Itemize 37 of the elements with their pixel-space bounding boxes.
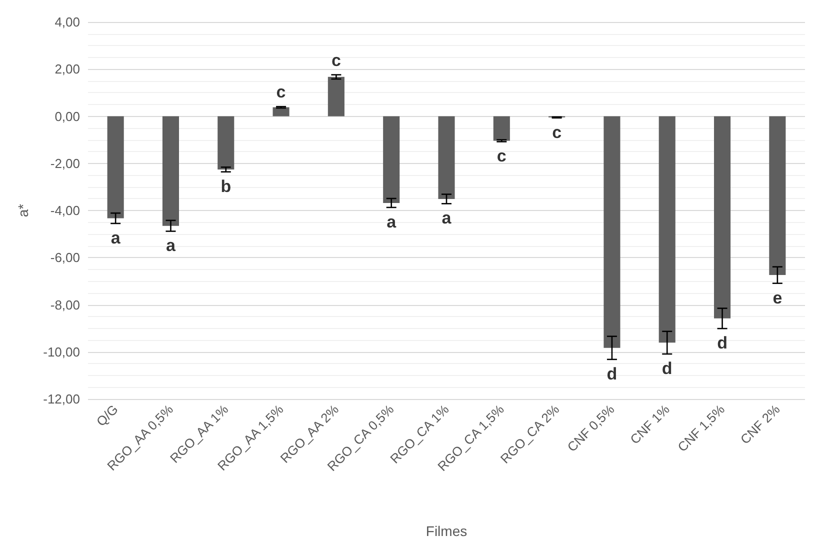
y-axis-title: a* <box>15 203 31 218</box>
annotation: e <box>772 288 782 308</box>
y-tick-label: -6,00 <box>50 250 80 266</box>
annotation: c <box>552 122 562 142</box>
y-tick-label: -10,00 <box>43 344 80 360</box>
annotation: d <box>717 334 728 353</box>
y-tick-label: -2,00 <box>50 156 80 171</box>
y-tick-label: -8,00 <box>50 297 80 312</box>
annotation: d <box>606 364 618 384</box>
bar <box>493 116 510 141</box>
x-axis-title: Filmes <box>426 523 468 539</box>
annotation: a <box>110 228 121 248</box>
annotation: c <box>331 50 341 70</box>
bar <box>383 116 400 203</box>
y-tick-label: 0,00 <box>54 108 80 124</box>
annotation: a <box>386 212 397 232</box>
annotation: d <box>662 358 672 378</box>
y-tick-label: 2,00 <box>54 62 80 77</box>
y-tick-label: -12,00 <box>43 392 80 406</box>
bar <box>604 116 620 348</box>
y-tick-label: -4,00 <box>50 203 80 218</box>
bar <box>328 76 344 116</box>
bar <box>107 116 124 218</box>
bar <box>218 116 234 170</box>
y-tick-label: 4,00 <box>54 14 80 30</box>
annotation: c <box>496 146 506 166</box>
annotation: a <box>166 236 176 256</box>
bar <box>658 116 676 343</box>
x-tick-label: Q/G <box>93 402 121 430</box>
annotation: b <box>220 176 232 196</box>
annotation: c <box>276 82 286 102</box>
bar <box>272 107 290 116</box>
annotation: a <box>442 208 452 228</box>
bar <box>162 116 180 226</box>
bar <box>438 116 455 199</box>
bar <box>769 116 786 276</box>
bar <box>714 116 731 318</box>
